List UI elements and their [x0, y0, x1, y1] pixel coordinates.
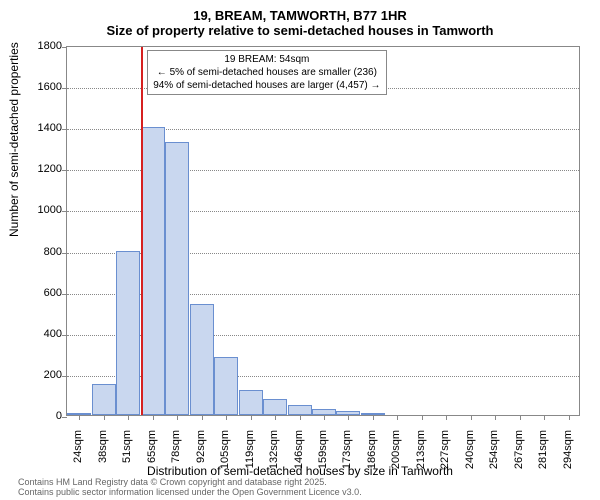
y-tick-mark: [62, 170, 67, 171]
x-tick-mark: [104, 415, 105, 420]
x-tick-label: 132sqm: [268, 430, 280, 470]
y-tick-mark: [62, 88, 67, 89]
annotation-box: 19 BREAM: 54sqm← 5% of semi-detached hou…: [147, 50, 386, 95]
y-tick-label: 1800: [38, 40, 62, 52]
y-tick-mark: [62, 253, 67, 254]
x-tick-label: 267sqm: [513, 430, 525, 470]
x-tick-label: 146sqm: [293, 430, 305, 470]
histogram-bar: [190, 304, 214, 415]
x-tick-mark: [79, 415, 80, 420]
x-tick-label: 213sqm: [415, 430, 427, 470]
y-tick-label: 400: [44, 328, 62, 340]
x-tick-label: 173sqm: [341, 430, 353, 470]
annotation-line2: ← 5% of semi-detached houses are smaller…: [153, 66, 380, 79]
x-tick-label: 200sqm: [390, 430, 402, 470]
histogram-bar: [92, 384, 116, 415]
x-tick-label: 119sqm: [244, 430, 256, 470]
x-tick-label: 65sqm: [146, 430, 158, 470]
x-tick-mark: [128, 415, 129, 420]
x-tick-mark: [177, 415, 178, 420]
x-tick-label: 78sqm: [170, 430, 182, 470]
chart-container: 19, BREAM, TAMWORTH, B77 1HR Size of pro…: [0, 0, 600, 500]
x-tick-label: 51sqm: [121, 430, 133, 470]
footer-line2: Contains public sector information licen…: [18, 488, 362, 498]
x-tick-mark: [226, 415, 227, 420]
x-tick-mark: [569, 415, 570, 420]
y-tick-label: 800: [44, 246, 62, 258]
x-tick-mark: [324, 415, 325, 420]
x-tick-label: 294sqm: [562, 430, 574, 470]
histogram-bar: [141, 127, 165, 415]
x-tick-label: 227sqm: [439, 430, 451, 470]
histogram-bar: [165, 142, 189, 415]
histogram-bar: [116, 251, 140, 415]
histogram-bar: [239, 390, 263, 415]
x-tick-label: 105sqm: [219, 430, 231, 470]
x-tick-mark: [348, 415, 349, 420]
x-tick-label: 38sqm: [97, 430, 109, 470]
x-tick-mark: [275, 415, 276, 420]
x-tick-mark: [397, 415, 398, 420]
marker-line: [141, 47, 143, 415]
x-tick-mark: [153, 415, 154, 420]
footer-text: Contains HM Land Registry data © Crown c…: [18, 478, 362, 498]
x-tick-label: 24sqm: [72, 430, 84, 470]
y-tick-mark: [62, 47, 67, 48]
y-axis-label: Number of semi-detached properties: [7, 42, 21, 237]
histogram-bar: [288, 405, 312, 415]
y-tick-label: 0: [56, 410, 62, 422]
annotation-line1: 19 BREAM: 54sqm: [153, 53, 380, 66]
y-tick-label: 1600: [38, 81, 62, 93]
x-tick-mark: [520, 415, 521, 420]
plot-area: 19 BREAM: 54sqm← 5% of semi-detached hou…: [66, 46, 580, 416]
annotation-line3: 94% of semi-detached houses are larger (…: [153, 79, 380, 92]
x-tick-mark: [251, 415, 252, 420]
chart-title-line2: Size of property relative to semi-detach…: [0, 23, 600, 38]
x-tick-mark: [544, 415, 545, 420]
y-tick-mark: [62, 294, 67, 295]
x-tick-mark: [422, 415, 423, 420]
x-tick-mark: [446, 415, 447, 420]
x-tick-mark: [495, 415, 496, 420]
x-tick-mark: [202, 415, 203, 420]
y-tick-label: 1000: [38, 204, 62, 216]
y-tick-mark: [62, 376, 67, 377]
y-tick-label: 1200: [38, 163, 62, 175]
x-tick-mark: [300, 415, 301, 420]
y-tick-mark: [62, 211, 67, 212]
x-tick-label: 254sqm: [488, 430, 500, 470]
y-tick-mark: [62, 335, 67, 336]
y-tick-label: 1400: [38, 122, 62, 134]
chart-title-line1: 19, BREAM, TAMWORTH, B77 1HR: [0, 0, 600, 23]
histogram-bar: [214, 357, 238, 415]
x-tick-mark: [373, 415, 374, 420]
x-tick-label: 281sqm: [537, 430, 549, 470]
x-tick-label: 186sqm: [366, 430, 378, 470]
y-tick-mark: [62, 417, 67, 418]
x-tick-label: 159sqm: [317, 430, 329, 470]
x-tick-label: 240sqm: [464, 430, 476, 470]
y-tick-label: 200: [44, 369, 62, 381]
y-tick-mark: [62, 129, 67, 130]
x-tick-label: 92sqm: [195, 430, 207, 470]
histogram-bar: [263, 399, 287, 415]
x-tick-mark: [471, 415, 472, 420]
y-tick-label: 600: [44, 287, 62, 299]
